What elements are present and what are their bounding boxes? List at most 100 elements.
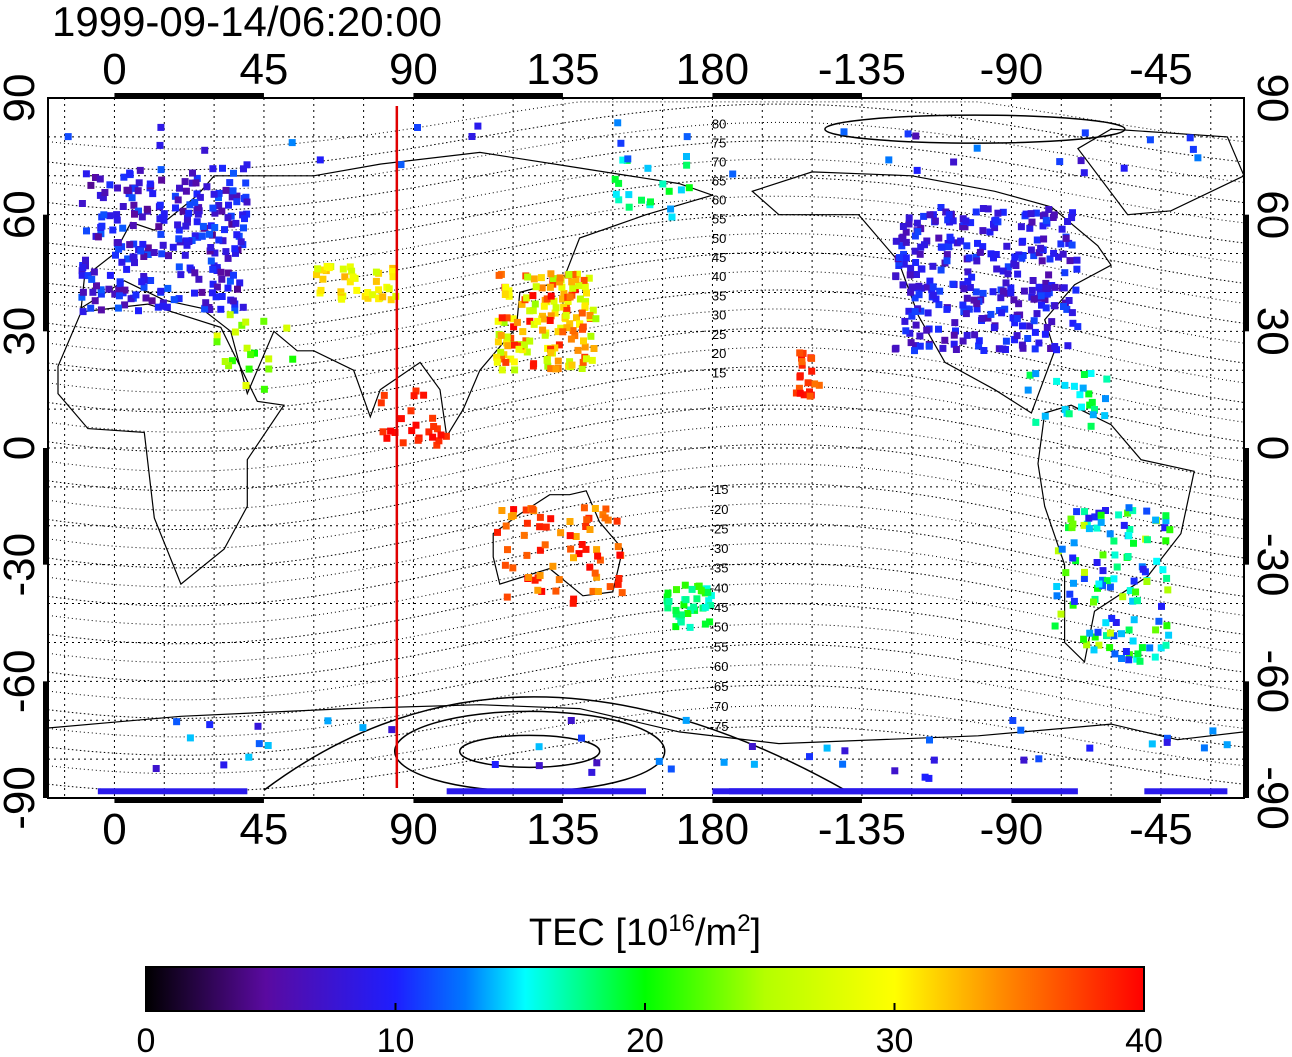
tec-point <box>559 295 566 303</box>
tec-point <box>968 273 976 281</box>
tec-point <box>1065 297 1073 304</box>
tec-point <box>433 441 441 449</box>
tec-point <box>114 304 122 312</box>
tec-point <box>976 248 984 256</box>
tec-point <box>665 598 673 605</box>
tec-point <box>672 606 680 614</box>
tec-point <box>493 358 501 366</box>
tec-point <box>183 241 191 249</box>
tec-point <box>113 211 121 219</box>
lat-tick-label: 30 <box>1248 307 1292 356</box>
tec-point <box>1111 650 1119 658</box>
tec-point <box>1058 225 1066 233</box>
tec-point <box>389 267 397 275</box>
tec-point <box>601 514 609 522</box>
mag-contour <box>48 270 1244 354</box>
tec-point <box>536 513 544 521</box>
lat-tick-label: 0 <box>0 436 44 460</box>
tec-point <box>207 244 215 251</box>
tec-point <box>1155 617 1163 625</box>
tec-point <box>134 187 142 195</box>
tec-point <box>160 210 168 218</box>
tec-point <box>136 166 144 174</box>
tec-point <box>221 226 228 234</box>
tec-point <box>213 283 221 291</box>
tec-point <box>963 331 971 339</box>
tec-point <box>1032 418 1040 426</box>
tec-point <box>1007 284 1015 292</box>
tec-point <box>1011 253 1019 261</box>
tec-point <box>1103 375 1111 383</box>
tec-point <box>1064 218 1071 225</box>
tec-point <box>1115 511 1123 519</box>
tec-point <box>493 353 501 361</box>
tec-point <box>917 243 925 251</box>
tec-point <box>923 283 931 291</box>
tec-point <box>215 189 223 197</box>
tec-point <box>135 207 142 215</box>
tec-point <box>569 327 577 335</box>
tec-point <box>683 153 690 160</box>
tec-point <box>1009 314 1017 322</box>
tec-point <box>1086 629 1094 637</box>
tec-point <box>589 587 597 595</box>
south-pole-oval <box>458 734 601 769</box>
tec-point <box>1102 395 1109 403</box>
contour-label: -60 <box>710 659 729 674</box>
tec-point <box>885 156 893 164</box>
tec-point <box>155 223 163 231</box>
tec-point <box>975 337 983 345</box>
colorbar-tick-label: 0 <box>137 1022 156 1057</box>
tec-point <box>1017 223 1025 231</box>
tec-point <box>498 314 506 322</box>
lon-tick-label: 135 <box>526 45 599 94</box>
tec-point <box>1079 384 1087 392</box>
tec-point <box>1070 539 1078 547</box>
tec-point <box>1085 390 1093 398</box>
tec-point <box>555 341 563 349</box>
mag-contour <box>48 365 1244 453</box>
tec-point <box>979 227 987 235</box>
tec-point <box>1089 411 1097 419</box>
tec-point <box>119 224 127 232</box>
tec-point <box>1068 214 1076 222</box>
tec-point <box>215 194 222 202</box>
tec-point <box>1081 568 1088 576</box>
tec-point <box>1053 583 1061 590</box>
tec-point <box>538 284 546 292</box>
tec-point <box>572 276 580 283</box>
tec-point <box>905 307 913 315</box>
tec-point <box>952 327 959 335</box>
tec-point <box>530 360 538 368</box>
tec-point <box>962 217 970 225</box>
tec-point <box>840 128 848 136</box>
tec-point <box>1139 565 1147 573</box>
tec-point <box>138 213 146 221</box>
tec-point <box>905 214 913 222</box>
mag-contour <box>48 289 1244 374</box>
tec-point <box>526 337 534 345</box>
tec-point <box>313 271 320 279</box>
tec-point <box>1157 644 1165 652</box>
tec-point <box>796 389 804 397</box>
tec-point <box>211 249 219 257</box>
tec-point <box>98 222 106 230</box>
tec-point <box>243 210 251 218</box>
tec-point <box>973 144 981 152</box>
tec-point <box>901 317 909 325</box>
tec-point <box>230 271 237 279</box>
tec-point <box>106 271 114 279</box>
tec-point <box>959 337 967 345</box>
tec-point <box>570 595 578 603</box>
tec-point <box>100 211 108 219</box>
tec-point <box>495 271 503 279</box>
tec-point <box>606 583 614 591</box>
mag-contour <box>48 582 1244 664</box>
world-map: 80 75 70 65 60 55 50 45 40 35 30 25 20 15 -15 -20 -25 -30… <box>43 93 1249 803</box>
tec-point <box>140 283 148 291</box>
tec-point <box>804 379 812 387</box>
tec-point <box>260 385 268 393</box>
tec-point <box>1162 517 1170 525</box>
tec-point <box>120 173 128 181</box>
tec-point <box>525 574 533 581</box>
